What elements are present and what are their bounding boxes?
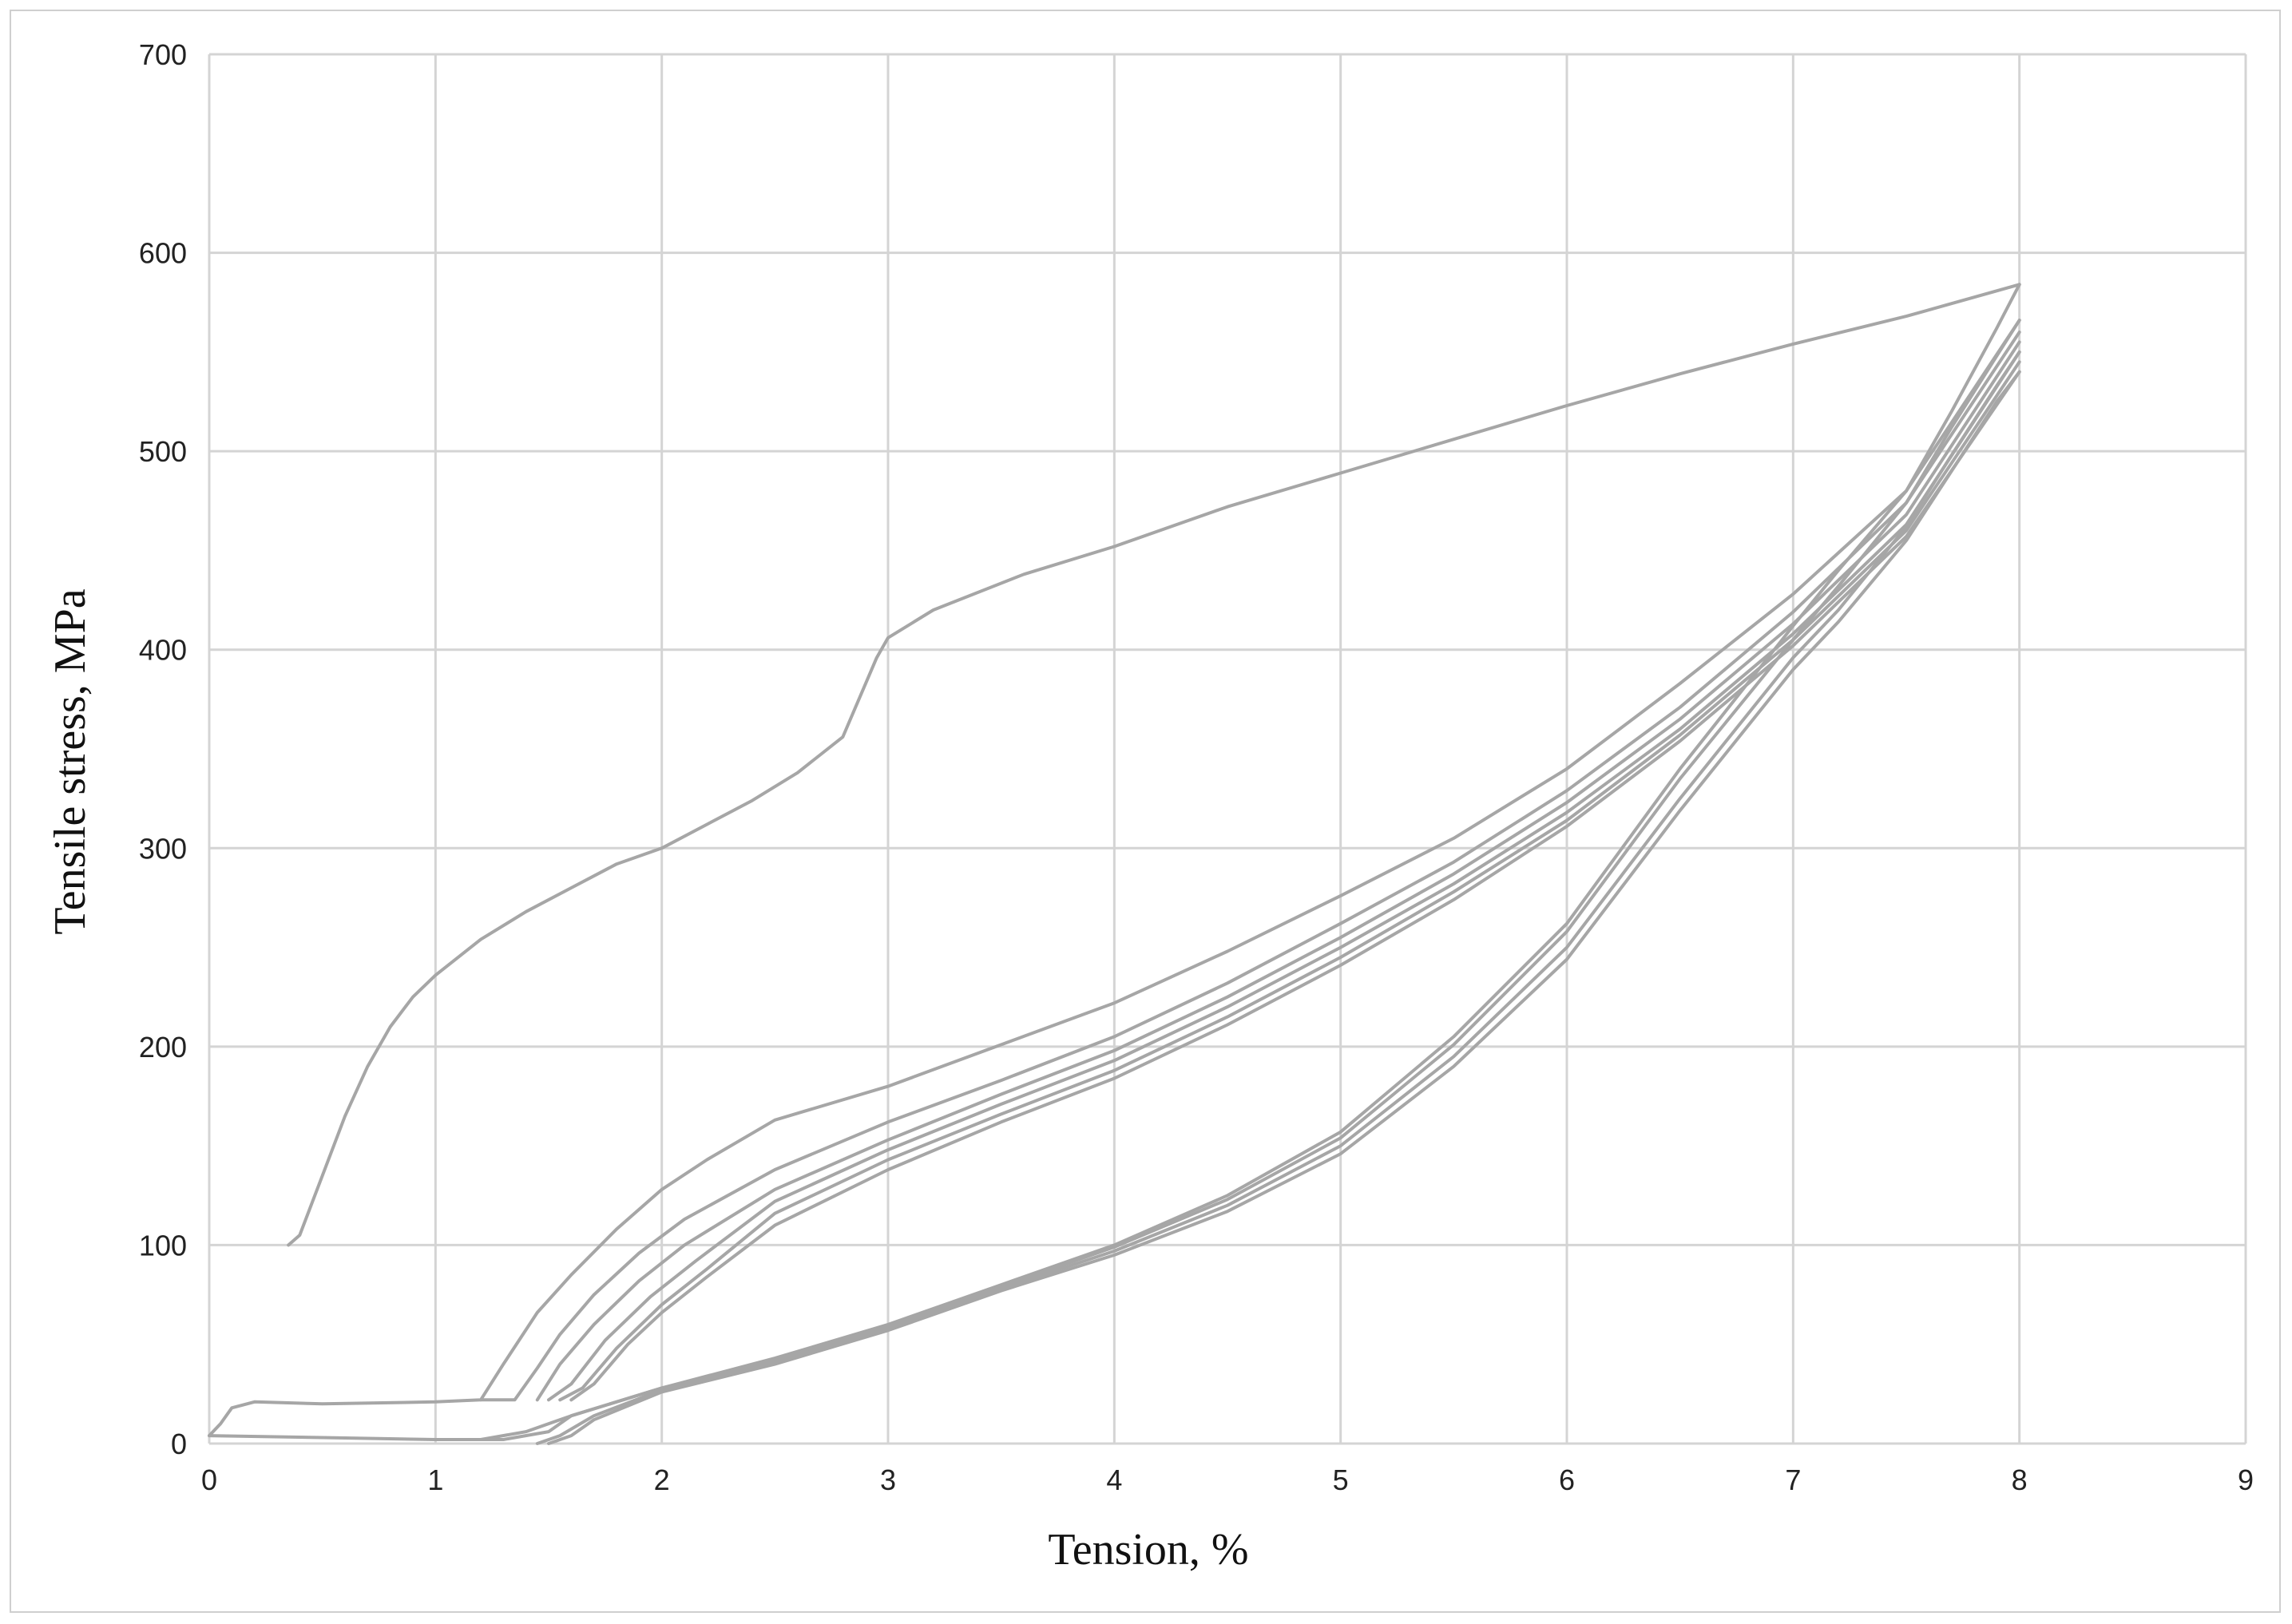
x-tick-label: 8 bbox=[2012, 1464, 2028, 1496]
series-line-9 bbox=[569, 370, 2021, 1402]
series-line-4 bbox=[479, 319, 2021, 1441]
series-line-11 bbox=[547, 370, 2021, 1445]
x-tick-label: 2 bbox=[654, 1464, 670, 1496]
y-tick-label: 500 bbox=[139, 435, 187, 468]
series-line-2 bbox=[208, 283, 2021, 1441]
y-tick-label: 700 bbox=[139, 38, 187, 71]
series-line-6 bbox=[535, 340, 2021, 1402]
y-tick-labels: 0 100 200 300 400 500 600 700 bbox=[139, 38, 187, 1460]
x-tick-label: 4 bbox=[1106, 1464, 1122, 1496]
series-line-5 bbox=[479, 331, 2021, 1402]
x-tick-labels: 0 1 2 3 4 5 6 7 8 9 bbox=[201, 1464, 2254, 1496]
line-chart: 0 1 2 3 4 5 6 7 8 9 0 100 200 300 400 500 600 700 Tensio… bbox=[46, 38, 2254, 1574]
y-tick-label: 300 bbox=[139, 832, 187, 865]
grid bbox=[208, 53, 2247, 1445]
y-tick-label: 0 bbox=[171, 1428, 187, 1460]
series-line-10 bbox=[535, 350, 2021, 1445]
y-tick-label: 400 bbox=[139, 634, 187, 667]
y-axis-title: Tensile stress, MPa bbox=[46, 588, 95, 934]
x-tick-label: 9 bbox=[2238, 1464, 2254, 1496]
x-tick-label: 7 bbox=[1785, 1464, 1801, 1496]
chart-frame: 0 1 2 3 4 5 6 7 8 9 0 100 200 300 400 500 600 700 Tensio… bbox=[10, 10, 2281, 1613]
y-tick-label: 600 bbox=[139, 237, 187, 270]
x-tick-label: 0 bbox=[201, 1464, 217, 1496]
series-line-3 bbox=[208, 319, 2021, 1438]
series-line-7 bbox=[547, 350, 2021, 1402]
series-lines bbox=[208, 283, 2021, 1445]
x-tick-label: 1 bbox=[427, 1464, 443, 1496]
series-line-8 bbox=[558, 360, 2021, 1402]
x-tick-label: 3 bbox=[880, 1464, 896, 1496]
x-axis-title: Tension, % bbox=[1048, 1525, 1248, 1574]
y-tick-label: 200 bbox=[139, 1031, 187, 1064]
series-line-1 bbox=[287, 283, 2021, 1247]
x-tick-label: 6 bbox=[1559, 1464, 1575, 1496]
x-tick-label: 5 bbox=[1333, 1464, 1349, 1496]
y-tick-label: 100 bbox=[139, 1229, 187, 1262]
